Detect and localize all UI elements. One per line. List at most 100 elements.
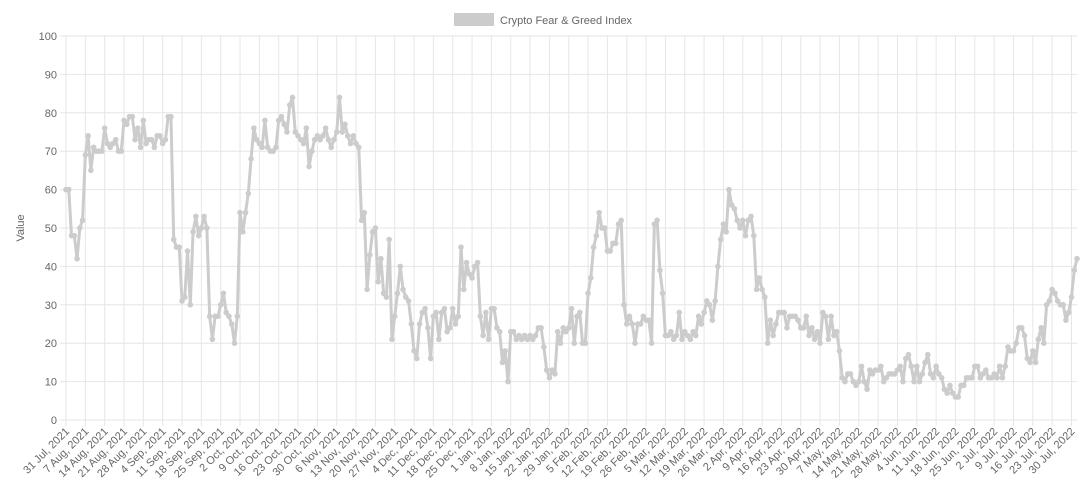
data-point	[284, 129, 290, 135]
data-point	[565, 325, 572, 331]
data-point	[190, 229, 196, 235]
data-point	[112, 136, 119, 143]
data-point	[151, 144, 158, 151]
data-point	[491, 305, 497, 312]
data-point	[916, 378, 923, 385]
data-point	[88, 167, 94, 174]
data-point	[452, 321, 459, 327]
data-point	[157, 133, 163, 139]
data-point	[607, 248, 613, 254]
data-point	[770, 332, 776, 339]
data-point	[300, 140, 307, 147]
data-point	[825, 336, 832, 343]
data-point	[356, 144, 362, 151]
data-point	[474, 259, 481, 266]
data-point	[234, 313, 241, 320]
data-point	[325, 136, 332, 143]
data-point	[1030, 348, 1036, 354]
data-point	[242, 209, 249, 216]
data-point	[590, 244, 597, 250]
data-point	[1021, 332, 1028, 339]
y-tick-label: 70	[45, 146, 57, 158]
y-tick-label: 0	[51, 415, 57, 427]
data-point	[140, 117, 147, 124]
data-point	[193, 213, 199, 220]
data-point	[85, 133, 91, 139]
data-point	[543, 367, 550, 373]
data-point	[375, 278, 381, 285]
data-point	[814, 328, 821, 335]
data-point	[833, 328, 840, 335]
data-point	[463, 259, 470, 266]
data-point	[715, 263, 721, 270]
data-point	[960, 382, 967, 389]
data-point	[198, 225, 205, 231]
data-point	[306, 163, 312, 170]
data-point	[568, 305, 575, 312]
data-point	[922, 359, 928, 366]
data-point	[416, 321, 423, 327]
data-point	[709, 317, 716, 323]
data-point	[414, 355, 420, 362]
data-point	[286, 102, 293, 108]
data-point	[460, 286, 467, 293]
data-point	[71, 232, 78, 239]
data-point	[245, 190, 252, 197]
data-point	[187, 302, 194, 308]
data-point	[1060, 302, 1066, 308]
data-point	[596, 209, 602, 216]
data-point	[687, 336, 694, 343]
data-point	[333, 129, 340, 135]
data-point	[1065, 309, 1072, 316]
data-point	[1046, 298, 1053, 304]
data-point	[668, 328, 674, 335]
data-point	[717, 236, 724, 243]
data-point	[336, 94, 343, 101]
data-point	[65, 186, 72, 193]
data-point	[659, 290, 666, 297]
data-point	[209, 336, 216, 343]
data-point	[593, 232, 600, 239]
y-tick-label: 60	[45, 185, 57, 197]
data-point	[588, 275, 594, 281]
data-point	[723, 229, 729, 235]
data-point	[576, 309, 583, 316]
y-tick-label: 50	[45, 223, 57, 235]
data-point	[900, 378, 906, 385]
data-point	[1068, 294, 1075, 300]
data-point	[938, 374, 945, 381]
data-point	[739, 217, 746, 224]
data-point	[1013, 340, 1020, 347]
data-point	[944, 390, 950, 396]
data-point	[505, 378, 511, 385]
data-point	[996, 363, 1003, 370]
data-point	[646, 317, 652, 323]
data-point	[842, 378, 848, 385]
data-point	[706, 302, 713, 308]
data-point	[731, 206, 738, 212]
data-point	[983, 367, 989, 373]
data-point	[756, 275, 763, 281]
y-tick-label: 90	[45, 69, 57, 81]
data-point	[1063, 317, 1069, 323]
data-point	[433, 309, 439, 316]
data-point	[908, 363, 915, 370]
data-point	[748, 213, 754, 220]
data-point	[201, 213, 207, 220]
y-tick-label: 20	[45, 338, 57, 350]
data-point	[637, 321, 644, 327]
data-point	[911, 378, 917, 385]
y-tick-label: 30	[45, 300, 57, 312]
data-point	[123, 121, 130, 128]
data-point	[331, 136, 337, 143]
data-point	[408, 321, 415, 327]
data-point	[458, 244, 464, 250]
data-point	[1038, 325, 1044, 331]
data-point	[737, 225, 743, 231]
data-point	[1041, 340, 1047, 347]
data-point	[262, 117, 268, 124]
data-point	[999, 374, 1006, 381]
data-point	[449, 305, 456, 312]
data-point	[204, 225, 210, 231]
data-point	[712, 298, 718, 304]
